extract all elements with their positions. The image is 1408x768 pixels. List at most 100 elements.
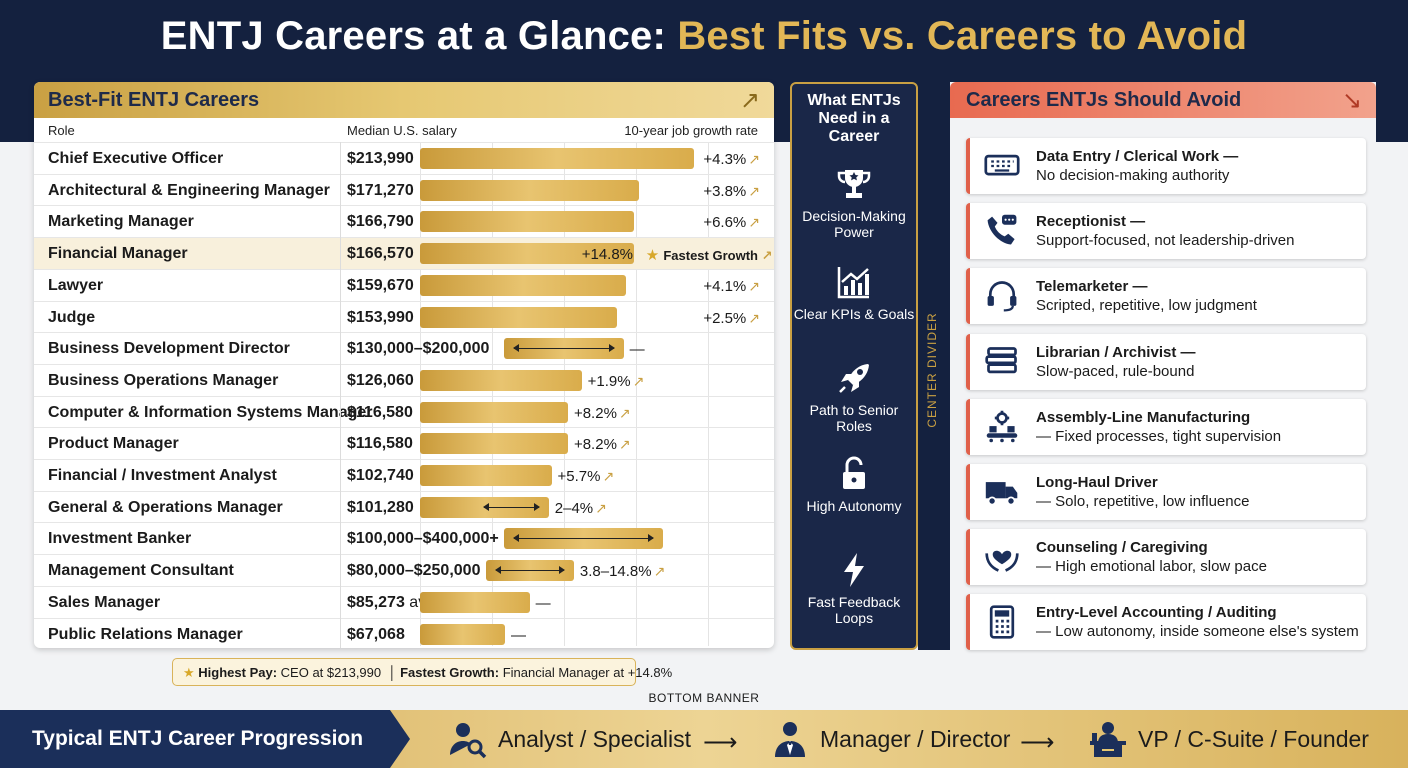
career-salary: $116,580 bbox=[347, 404, 413, 422]
career-row: Product Manager $116,580 +8.2% ↗ bbox=[34, 427, 774, 459]
star-icon: ★ bbox=[645, 247, 664, 265]
growth-value: — bbox=[629, 341, 645, 359]
avoid-career-reason: No decision-making authority bbox=[1036, 167, 1230, 184]
avoid-title: Careers ENTJs Should Avoid bbox=[966, 89, 1242, 111]
analyst-icon bbox=[450, 723, 487, 759]
career-role: Architectural & Engineering Manager bbox=[48, 181, 330, 199]
avoid-panel: Careers ENTJs Should Avoid ↘ Data Entry … bbox=[950, 82, 1376, 651]
career-row: Chief Executive Officer $213,990 +4.3% ↗ bbox=[34, 142, 774, 174]
career-row: Financial / Investment Analyst $102,740 +5… bbox=[34, 459, 774, 491]
career-role: Marketing Manager bbox=[48, 213, 194, 231]
career-salary: $116,580 bbox=[347, 435, 413, 453]
avoid-card: Entry-Level Accounting / Auditing — Low a… bbox=[966, 594, 1366, 651]
gridline bbox=[636, 142, 637, 646]
career-salary: $67,068 bbox=[347, 626, 405, 644]
books-icon bbox=[985, 346, 1017, 373]
highlights-box: ★ Highest Pay: CEO at $213,990 │ Fastest… bbox=[172, 658, 672, 686]
avoid-career-reason: — Low autonomy, inside someone else's sy… bbox=[1036, 623, 1359, 641]
career-role: Business Operations Manager bbox=[48, 371, 279, 389]
title-accent: Best Fits vs. Careers to Avoid bbox=[677, 14, 1248, 58]
career-role: Sales Manager bbox=[48, 593, 161, 611]
trend-up-icon: ↗ bbox=[748, 277, 760, 294]
career-salary: $101,280 bbox=[347, 499, 414, 517]
growth-value: +2.5% bbox=[703, 309, 747, 327]
chart-icon bbox=[837, 267, 869, 299]
stage-label: VP / C-Suite / Founder bbox=[1138, 726, 1369, 752]
trend-up-icon: ↗ bbox=[653, 563, 666, 580]
salary-bar bbox=[420, 243, 634, 265]
progression-title-block: Typical ENTJ Career Progression bbox=[0, 710, 410, 768]
avoid-career-title: Entry-Level Accounting / Auditing bbox=[1036, 604, 1277, 622]
column-headers: Role Median U.S. salary 10-year job grow… bbox=[34, 118, 774, 142]
progression-arrow-icon: ⟶ bbox=[703, 729, 738, 756]
career-role: Public Relations Manager bbox=[48, 625, 243, 643]
rocket-icon bbox=[839, 364, 869, 393]
avoid-career-title: Telemarketer — bbox=[1036, 278, 1148, 296]
needs-panel: What ENTJs Need in a Career Decision-Mak… bbox=[790, 82, 918, 650]
career-table: Chief Executive Officer $213,990 +4.3% ↗ Arc… bbox=[34, 142, 774, 646]
conveyor-icon bbox=[986, 410, 1018, 443]
career-row: Business Operations Manager $126,060 +1.9%… bbox=[34, 363, 774, 396]
avoid-card: Telemarketer — Scripted, repetitive, low … bbox=[966, 268, 1366, 325]
career-row: Financial Manager $166,570 ★ Fastest Growt… bbox=[34, 237, 774, 270]
salary-value: $67,068 bbox=[347, 625, 405, 643]
trend-up-icon: ↗ bbox=[757, 248, 773, 264]
growth-rate: — bbox=[536, 595, 551, 612]
growth-rate: +1.9% ↗ bbox=[588, 373, 645, 390]
avoid-career-title: Counseling / Caregiving bbox=[1036, 539, 1208, 557]
career-row: Marketing Manager $166,790 +6.6% ↗ bbox=[34, 205, 774, 237]
needs-title: What ENTJs Need in a Career bbox=[807, 92, 901, 145]
avoid-career-reason: — High emotional labor, slow pace bbox=[1036, 558, 1267, 576]
growth-value: +4.3% bbox=[703, 151, 747, 168]
growth-rate: +5.7% ↗ bbox=[558, 468, 615, 485]
trend-up-icon: ↗ bbox=[602, 468, 615, 484]
salary-bar bbox=[420, 465, 552, 486]
need-label: Decision-Making Power bbox=[802, 208, 906, 240]
career-row: Judge $153,990 +2.5% ↗ bbox=[34, 300, 774, 333]
trend-down-icon: ↘ bbox=[1341, 87, 1362, 114]
trend-up-icon: ↗ bbox=[748, 309, 760, 326]
progression-title: Typical ENTJ Career Progression bbox=[32, 727, 364, 750]
growth-value: — bbox=[535, 594, 551, 612]
career-row: Computer & Information Systems Manager $1… bbox=[34, 395, 774, 428]
growth-value: +8.2% bbox=[573, 436, 617, 454]
career-row: Business Development Director $130,000–$2… bbox=[34, 332, 774, 364]
keyboard-icon bbox=[984, 154, 1020, 176]
phone-icon bbox=[987, 214, 1017, 245]
salary-value: $166,790 bbox=[347, 213, 414, 231]
gridline bbox=[708, 142, 709, 646]
growth-value: 3.8–14.8% bbox=[579, 563, 652, 581]
truck-icon bbox=[985, 482, 1018, 506]
need-clear-kpis: Clear KPIs & Goals bbox=[792, 262, 916, 322]
salary-value: $171,270 bbox=[347, 181, 414, 199]
growth-value: +3.8% bbox=[703, 182, 747, 200]
salary-value: $116,580 bbox=[347, 403, 413, 421]
avoid-career-reason: Scripted, repetitive, low judgment bbox=[1036, 297, 1257, 315]
avoid-career-reason: — Solo, repetitive, low influence bbox=[1036, 493, 1250, 510]
trend-up-icon: ↗ bbox=[618, 436, 631, 453]
page-title: ENTJ Careers at a Glance: Best Fits vs. … bbox=[0, 14, 1408, 59]
trend-up-icon: ↗ bbox=[748, 214, 760, 231]
growth-value: +14.8% bbox=[581, 246, 634, 264]
salary-value: $102,740 bbox=[347, 467, 414, 484]
career-role: Judge bbox=[48, 308, 96, 326]
need-path-senior: Path to Senior Roles bbox=[792, 358, 916, 434]
calculator-icon bbox=[989, 605, 1015, 640]
divider-strip bbox=[918, 142, 950, 650]
trend-up-icon: ↗ bbox=[748, 182, 760, 199]
need-label: High Autonomy bbox=[806, 498, 902, 514]
star-icon: ★ bbox=[183, 665, 195, 680]
avoid-career-title: Librarian / Archivist — bbox=[1036, 343, 1196, 361]
trend-up-icon: ↗ bbox=[618, 404, 631, 421]
avoid-card: Data Entry / Clerical Work — No decision-… bbox=[966, 138, 1366, 194]
career-role: Investment Banker bbox=[48, 530, 192, 548]
career-role: Financial / Investment Analyst bbox=[48, 467, 277, 484]
avoid-header: Careers ENTJs Should Avoid ↘ bbox=[950, 82, 1376, 118]
salary-value: $85,273 bbox=[347, 593, 405, 611]
need-fast-feedback: Fast Feedback Loops bbox=[792, 550, 916, 626]
salary-value: $153,990 bbox=[347, 308, 414, 326]
need-decision-making: Decision-Making Power bbox=[792, 164, 916, 240]
avoid-career-title: Data Entry / Clerical Work — bbox=[1036, 148, 1239, 165]
career-role: Management Consultant bbox=[48, 562, 234, 580]
gridline bbox=[492, 142, 493, 646]
